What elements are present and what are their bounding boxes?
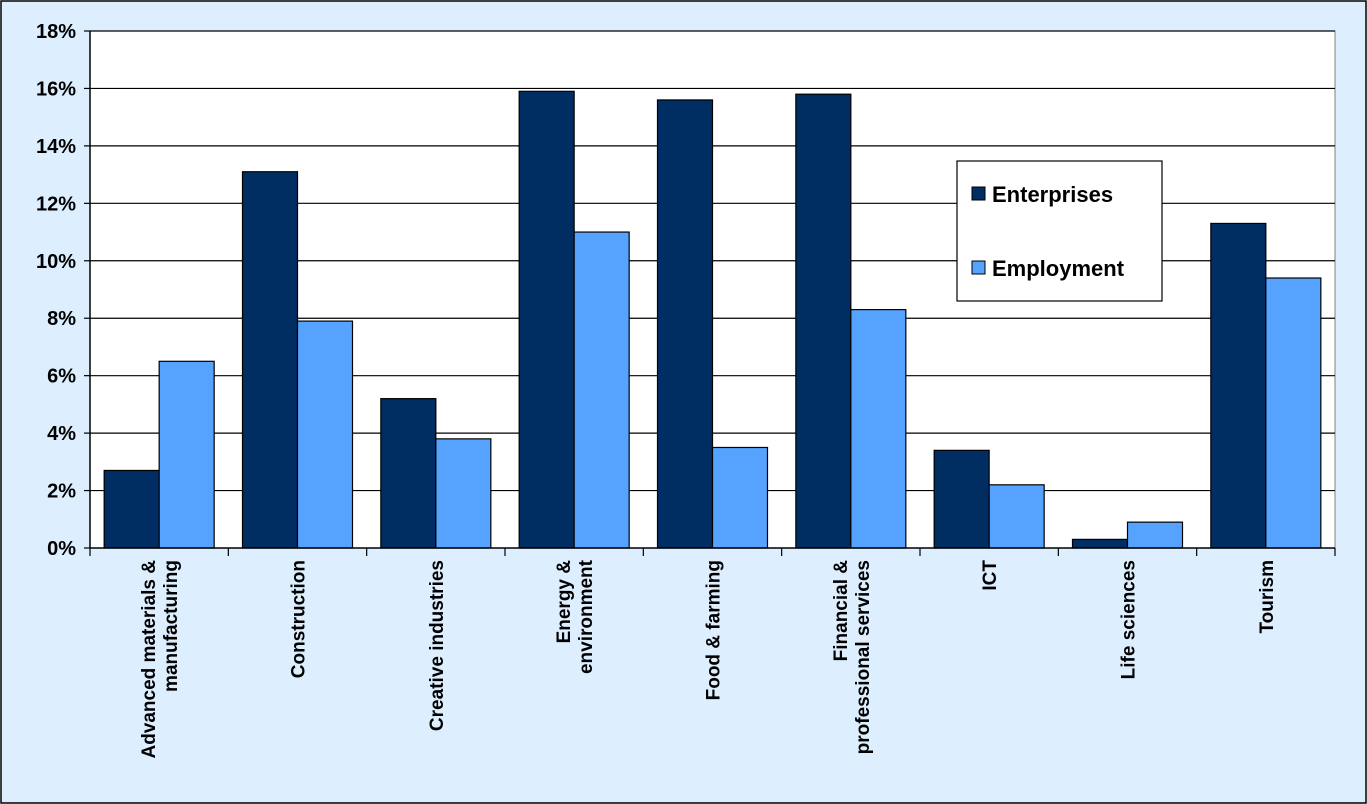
y-tick-label: 16% (36, 78, 76, 100)
x-category-label-line: Construction (289, 560, 310, 678)
y-tick-label: 8% (47, 308, 76, 330)
x-category-label-line: Energy & (554, 560, 575, 644)
x-category-label-line: manufacturing (161, 560, 182, 692)
bar-enterprises-8 (1210, 222, 1267, 549)
y-tick-label: 10% (36, 251, 76, 273)
legend-box (956, 160, 1163, 302)
x-category-label: Food & farming (704, 560, 725, 700)
bar-employment-6 (988, 484, 1045, 549)
axes (89, 31, 1336, 556)
bar-employment-8 (1265, 277, 1322, 549)
x-category-label-line: Life sciences (1119, 560, 1140, 679)
y-tick-label: 0% (47, 538, 76, 560)
x-category-label-line: Tourism (1257, 560, 1278, 634)
x-category-label: Financial &professional services (831, 560, 874, 755)
y-tick-label: 14% (36, 136, 76, 158)
y-axis-ticks: 0% 2% 4% 6% 8% 10% 12% 14% 16% 18% (36, 21, 90, 560)
x-category-label-line: professional services (853, 560, 874, 754)
x-category-label: Construction (289, 560, 310, 678)
bar-employment-3 (573, 231, 630, 549)
x-category-label-line: environment (576, 559, 597, 674)
x-category-label-line: Advanced materials & (139, 560, 160, 759)
bar-enterprises-3 (518, 90, 575, 549)
x-category-label: ICT (980, 560, 1001, 591)
bar-enterprises-0 (103, 469, 160, 549)
x-category-label-line: Food & farming (704, 560, 725, 700)
y-tick-label: 2% (47, 481, 76, 503)
x-category-label: Creative industries (427, 560, 448, 731)
y-tick-label: 18% (36, 21, 76, 43)
bar-enterprises-2 (380, 398, 437, 549)
x-category-label: Life sciences (1119, 560, 1140, 679)
bar-employment-2 (435, 438, 492, 549)
bar-employment-4 (711, 446, 769, 549)
bar-enterprises-1 (241, 171, 299, 549)
legend-label-employment: Employment (992, 256, 1125, 281)
legend: Enterprises Employment (956, 160, 1163, 302)
bar-enterprises-5 (795, 93, 852, 549)
bars (103, 90, 1322, 549)
bar-employment-1 (296, 320, 354, 549)
x-category-label-line: ICT (980, 560, 1001, 591)
bar-employment-0 (158, 360, 215, 549)
legend-swatch-enterprises (971, 186, 986, 201)
bar-employment-7 (1126, 521, 1184, 549)
bar-enterprises-4 (656, 99, 714, 549)
x-category-label-line: Creative industries (427, 560, 448, 731)
x-category-label: Advanced materials &manufacturing (139, 560, 182, 759)
y-tick-label: 12% (36, 193, 76, 215)
x-category-label-line: Financial & (831, 560, 852, 662)
x-category-label: Energy &environment (554, 559, 597, 674)
bar-enterprises-6 (933, 449, 990, 549)
y-tick-label: 6% (47, 366, 76, 388)
x-category-label: Tourism (1257, 560, 1278, 634)
bar-employment-5 (850, 309, 907, 549)
legend-label-enterprises: Enterprises (992, 182, 1113, 207)
y-tick-label: 4% (47, 423, 76, 445)
legend-swatch-employment (971, 260, 986, 275)
x-axis-categories: Advanced materials &manufacturing Constru… (139, 559, 1278, 758)
bar-enterprises-7 (1071, 538, 1129, 549)
